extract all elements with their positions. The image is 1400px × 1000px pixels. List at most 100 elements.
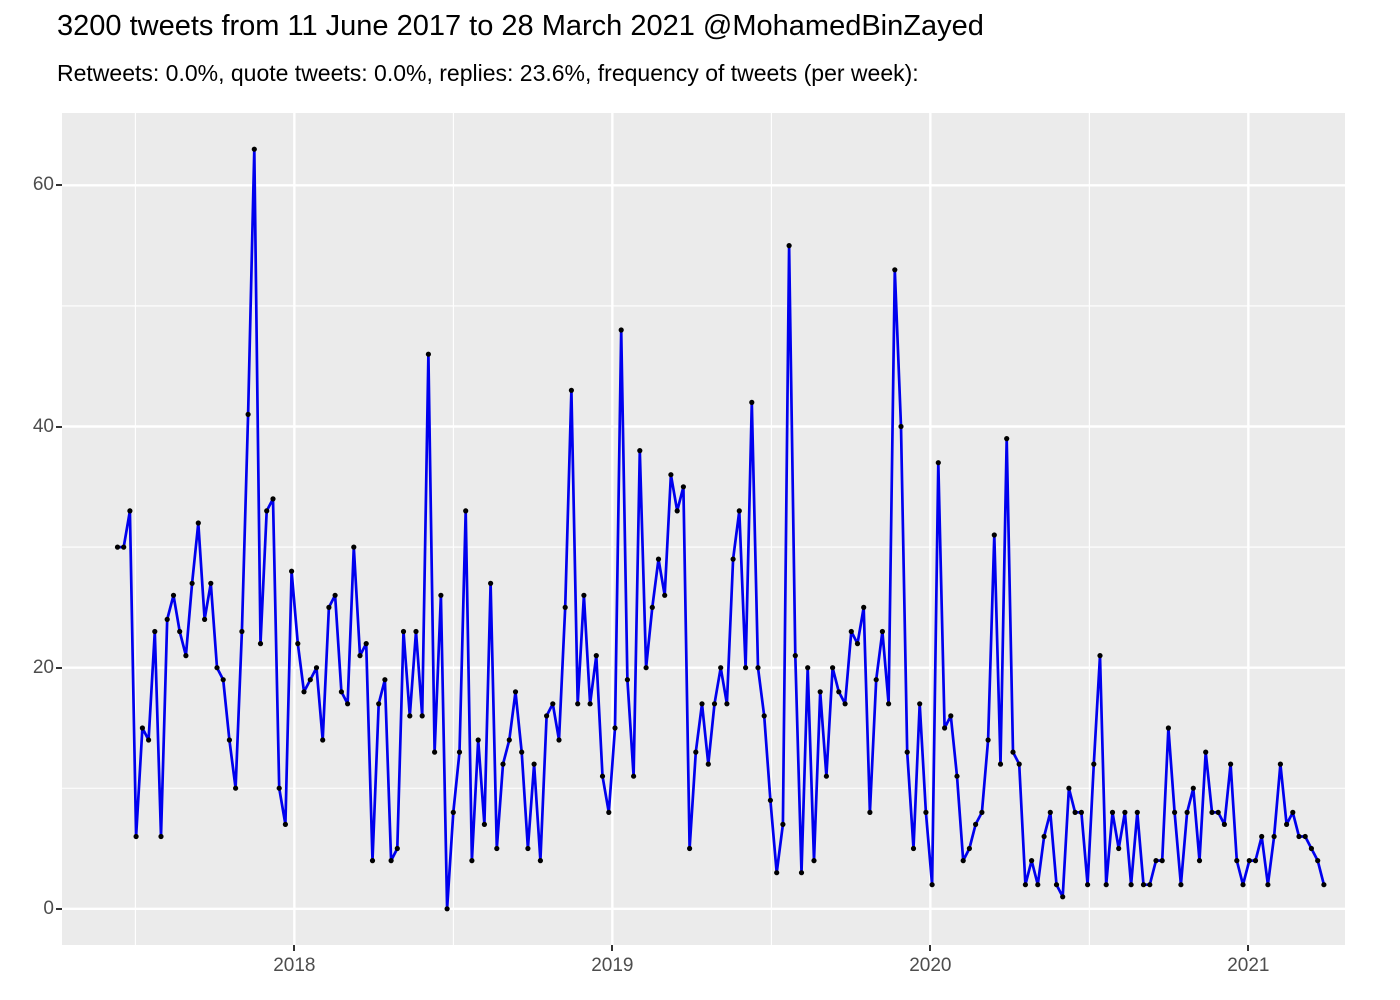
data-point [1047,809,1053,816]
data-point [568,387,574,393]
data-point [873,677,879,683]
data-point [966,845,973,852]
y-axis-tick-label: 40 [32,415,54,437]
data-point [861,604,867,610]
data-point [1085,882,1091,888]
data-point [189,580,195,586]
data-point [1209,809,1215,816]
data-point [146,737,152,743]
data-point [226,737,232,743]
data-point [1109,809,1116,816]
data-point [444,906,450,912]
data-point [450,809,456,816]
data-point [979,809,985,816]
data-point [425,351,431,357]
data-point [301,689,307,695]
data-point [456,749,463,755]
data-point [512,689,519,695]
data-point [898,423,904,430]
data-point [270,496,276,502]
data-point [407,713,413,719]
y-axis-tick-mark [56,184,62,187]
data-point [1296,833,1302,840]
x-axis-tick-label: 2020 [909,955,952,976]
x-axis-tick-mark [929,945,932,951]
chart-title: 3200 tweets from 11 June 2017 to 28 Marc… [57,10,984,42]
data-point [711,701,718,707]
x-axis-tick-label: 2019 [591,955,634,976]
data-point [1053,882,1060,888]
data-point [556,737,562,743]
data-point [923,809,929,816]
data-point [805,665,811,671]
y-axis-tick-mark [56,425,62,428]
data-point [786,243,792,249]
data-point [1203,749,1209,755]
x-axis-tick-mark [1247,945,1250,951]
data-point [562,604,568,610]
data-point [581,592,587,598]
data-point [1091,761,1097,767]
data-point [755,665,761,671]
data-point [357,653,363,659]
data-point [531,761,537,767]
data-point [743,665,749,671]
data-point [1290,809,1296,816]
data-point [1259,833,1265,840]
data-point [282,821,288,828]
data-point [382,677,388,683]
data-point [1315,858,1321,864]
data-point [1284,821,1290,828]
data-point [1097,653,1103,659]
data-point [202,616,208,622]
data-point [942,725,948,731]
data-point [1228,761,1234,767]
data-point [326,604,332,610]
y-axis-tick-mark [56,907,62,910]
data-point [1066,785,1072,791]
data-point [1122,809,1128,816]
data-point [208,580,214,586]
data-point [991,532,997,538]
data-point [606,809,612,816]
data-point [1116,845,1122,852]
data-point [438,592,444,598]
data-point [220,677,226,683]
data-point [363,641,369,647]
data-point [587,701,593,707]
data-point [593,653,599,659]
data-point [867,809,873,816]
data-point [295,641,301,647]
data-point [1308,845,1314,852]
data-point [481,821,487,828]
data-point [1153,858,1159,864]
data-point [699,701,705,707]
data-point [1147,882,1153,888]
y-axis-tick-mark [56,666,62,669]
data-point [960,858,966,864]
data-point [245,411,251,417]
data-point [1041,833,1047,840]
data-point [1240,882,1246,888]
data-point [1029,858,1035,864]
data-point [935,460,941,466]
data-point [1302,833,1308,840]
y-axis-tick-label: 20 [32,656,54,678]
data-point [1196,858,1203,864]
data-point [774,870,780,876]
data-point [537,858,543,864]
data-point [1234,858,1240,864]
data-point [836,689,842,695]
data-point [823,773,830,779]
data-point [985,737,991,743]
data-point [730,556,736,562]
data-point [419,713,425,719]
data-point [879,628,886,635]
data-point [432,749,438,755]
data-point [475,737,481,743]
data-point [121,544,127,550]
data-point [500,761,506,767]
data-point [369,858,376,864]
data-point [177,628,183,635]
data-point [139,725,145,731]
